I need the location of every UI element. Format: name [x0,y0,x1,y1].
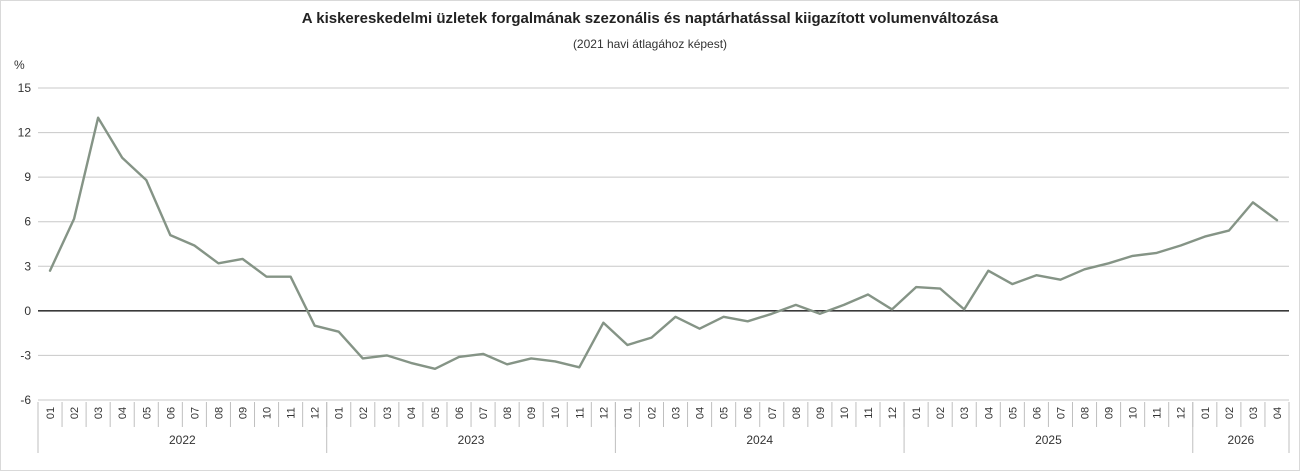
x-tick-label-month: 12 [598,407,610,419]
x-tick-label-month: 09 [815,407,827,419]
x-tick-label-month: 02 [935,407,947,419]
x-tick-label-month: 03 [959,407,971,419]
x-tick-label-month: 04 [117,407,129,419]
x-tick-label-month: 06 [454,407,466,419]
x-tick-label-month: 10 [262,407,274,419]
x-year-label: 2026 [1228,433,1255,447]
x-tick-label-month: 01 [45,407,57,419]
x-tick-label-month: 11 [863,407,875,418]
x-tick-label-month: 03 [671,407,683,419]
y-tick-label: 6 [24,215,31,229]
x-tick-label-month: 01 [1200,407,1212,419]
x-tick-label-month: 03 [382,407,394,419]
x-year-label: 2024 [746,433,773,447]
x-tick-label-month: 08 [791,407,803,419]
x-tick-label-month: 06 [1031,407,1043,419]
x-tick-label-month: 10 [1128,407,1140,419]
y-tick-label: 15 [18,81,32,95]
x-tick-label-month: 06 [743,407,755,419]
x-tick-label-month: 07 [478,407,490,419]
y-tick-label: 0 [24,304,31,318]
y-tick-label: 3 [24,259,31,273]
x-tick-label-month: 05 [1007,407,1019,419]
chart-subtitle: (2021 havi átlagához képest) [572,37,728,51]
x-tick-label-month: 11 [1152,407,1164,418]
x-tick-label-month: 04 [983,407,995,419]
x-tick-label-month: 05 [430,407,442,419]
x-tick-label-month: 02 [358,407,370,419]
x-year-label: 2022 [169,433,196,447]
x-tick-label-month: 04 [406,407,418,419]
y-tick-label: -6 [20,393,31,407]
x-tick-label-month: 10 [839,407,851,419]
x-tick-label-month: 05 [719,407,731,419]
x-tick-label-month: 12 [1176,407,1188,419]
x-tick-label-month: 01 [911,407,923,419]
x-tick-label-month: 02 [1224,407,1236,419]
x-tick-label-month: 08 [213,407,225,419]
x-year-label: 2023 [458,433,485,447]
x-tick-label-month: 11 [574,407,586,418]
y-tick-label: 9 [24,170,31,184]
x-tick-label-month: 08 [1080,407,1092,419]
x-tick-label-month: 09 [526,407,538,419]
x-tick-label-month: 09 [1104,407,1116,419]
x-tick-label-month: 10 [550,407,562,419]
x-tick-label-month: 02 [69,407,81,419]
x-tick-label-month: 07 [1055,407,1067,419]
x-tick-label-month: 09 [237,407,249,419]
x-tick-label-month: 11 [286,407,298,418]
chart-title: A kiskereskedelmi üzletek forgalmának sz… [301,10,999,27]
x-tick-label-month: 01 [334,407,346,419]
x-tick-label-month: 06 [165,407,177,419]
x-year-label: 2025 [1035,433,1062,447]
x-tick-label-month: 08 [502,407,514,419]
x-tick-label-month: 04 [695,407,707,419]
x-tick-label-month: 01 [622,407,634,419]
x-tick-label-month: 04 [1272,407,1284,419]
x-tick-label-month: 02 [646,407,658,419]
series-line [48,116,1279,370]
y-tick-label: 12 [18,126,32,140]
x-tick-label-month: 07 [189,407,201,419]
x-tick-label-month: 03 [1248,407,1260,419]
x-tick-label-month: 07 [767,407,779,419]
x-tick-label-month: 12 [887,407,899,419]
y-axis-unit-label: % [14,58,25,72]
x-tick-label-month: 12 [310,407,322,419]
x-tick-label-month: 05 [141,407,153,419]
x-tick-label-month: 03 [93,407,105,419]
y-tick-label: -3 [20,348,31,362]
